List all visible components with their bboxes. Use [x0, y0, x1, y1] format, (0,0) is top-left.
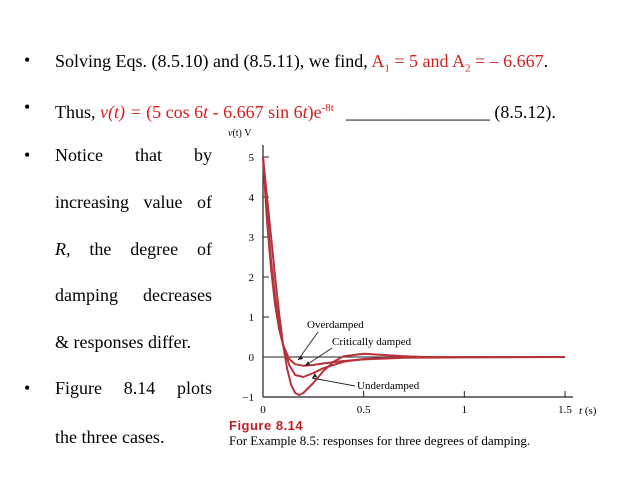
y-axis-label: v(t) V: [228, 128, 252, 139]
annotation-critically-damped-arrow: [305, 361, 310, 366]
notice-line-5: & responses differ.: [55, 332, 192, 352]
y-tick-label: 4: [249, 192, 255, 204]
annotation-underdamped-arrow: [312, 373, 317, 378]
series-underdamped: [262, 156, 565, 396]
notice-line-4: damping decreases: [55, 285, 212, 305]
bullet-dot: •: [24, 378, 31, 398]
y-tick-label: −1: [242, 392, 254, 404]
x-tick-label: 1.5: [558, 404, 572, 416]
annotation-overdamped: Overdamped: [307, 319, 364, 331]
bullet-dot: •: [24, 50, 31, 70]
x-tick-label: 1: [462, 404, 468, 416]
bullet-dot: •: [24, 145, 31, 165]
notice-line-2: increasing value of: [55, 192, 212, 212]
notice-line-1: Notice that by: [55, 145, 212, 165]
x-axis-label: t (s): [579, 405, 597, 417]
y-tick-label: 5: [249, 152, 255, 164]
bullet-solving-eqs: Solving Eqs. (8.5.10) and (8.5.11), we f…: [55, 51, 549, 75]
annotation-critically-damped: Critically damped: [332, 336, 412, 348]
y-tick-label: 3: [249, 232, 255, 244]
figure-line-2: the three cases.: [55, 427, 165, 447]
annotation-critically-damped-leader: [304, 347, 333, 367]
figure-title: Figure 8.14: [229, 418, 304, 433]
annotation-overdamped-leader: [297, 331, 319, 361]
chart-curves: [262, 156, 566, 396]
notice-line-3: R, the degree of: [55, 239, 212, 259]
chart-axes: [262, 145, 573, 398]
series-overdamped: [262, 156, 566, 367]
bullet-dot: •: [24, 97, 31, 117]
series-critically-damped: [262, 156, 565, 378]
y-tick-label: 1: [249, 312, 255, 324]
annotation-underdamped: Underdamped: [357, 380, 420, 392]
annotation-overdamped-arrow: [298, 355, 303, 360]
figure-caption: For Example 8.5: responses for three deg…: [229, 433, 531, 448]
figure-line-1: Figure 8.14 plots: [55, 378, 212, 398]
x-tick-label: 0: [260, 404, 266, 416]
annotation-underdamped-leader: [311, 377, 356, 387]
chart-labels: −1 0 1 2 3 4 5 0 0.5 1 1.5 v(t) V t (s) Overdamped Cri…: [228, 128, 597, 417]
bullet-thus-vt: Thus, v(t) = (5 cos 6t - 6.667 sin 6t)e-…: [55, 102, 556, 122]
y-tick-label: 2: [249, 272, 255, 284]
x-tick-label: 0.5: [357, 404, 371, 416]
y-tick-label: 0: [249, 352, 255, 364]
